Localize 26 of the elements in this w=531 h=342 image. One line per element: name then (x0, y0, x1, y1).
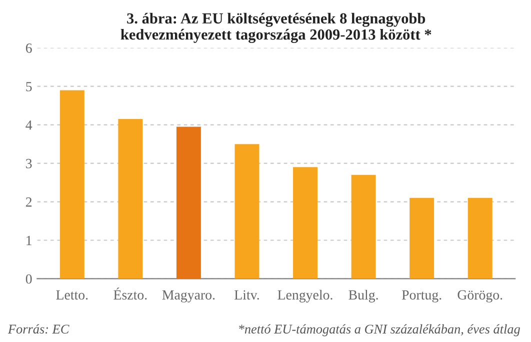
bar (468, 198, 492, 279)
y-tick-label: 1 (26, 236, 32, 246)
bar (176, 126, 201, 279)
x-tick-label: Lengyelo. (278, 290, 332, 302)
bar (410, 198, 434, 279)
text: Forrás: EC (8, 324, 70, 334)
x-tick-label: Magyaro. (162, 290, 215, 302)
y-tick-label: 4 (26, 120, 32, 130)
bar (118, 119, 143, 279)
y-tick-label: 5 (26, 82, 32, 92)
bar (234, 144, 260, 279)
text: *nettó EU-támogatás a GNI százalékában, éves átlag (239, 324, 520, 336)
x-tick-label: Litv. (234, 290, 259, 300)
y-tick-label: 2 (26, 197, 32, 207)
x-tick-label: Görögo. (458, 290, 502, 302)
x-tick-label: Letto. (56, 290, 88, 300)
x-tick-label: Észto. (114, 288, 147, 300)
x-tick-label: Portug. (402, 290, 442, 302)
chart-title: 3. ábra: Az EU költségvetésének 8 legnagyobb kedvezményezett tagországa 2009-2013 között * (120, 12, 432, 43)
x-tick-label: Bulg. (348, 290, 378, 302)
y-tick-label: 6 (26, 44, 32, 53)
bar (293, 167, 318, 279)
bar (351, 174, 376, 279)
bar (60, 90, 84, 279)
y-tick-label: 0 (26, 274, 32, 284)
y-tick-label: 3 (26, 158, 32, 168)
